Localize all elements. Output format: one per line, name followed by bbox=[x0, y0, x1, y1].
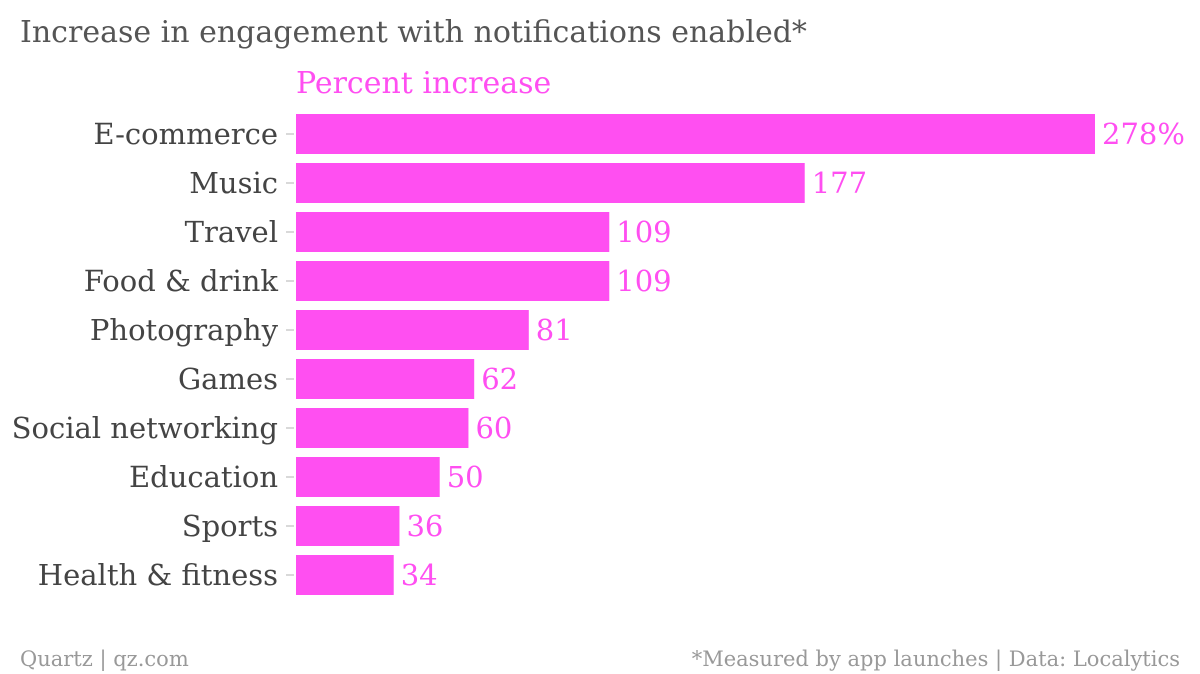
bar bbox=[296, 212, 610, 252]
value-label: 34 bbox=[401, 558, 438, 592]
bar bbox=[296, 114, 1095, 154]
bar bbox=[296, 506, 400, 546]
bar bbox=[296, 555, 394, 595]
value-label: 36 bbox=[406, 509, 443, 543]
footer-source-right: *Measured by app launches | Data: Localy… bbox=[692, 647, 1180, 672]
value-label: 50 bbox=[447, 460, 484, 494]
value-label: 81 bbox=[536, 313, 573, 347]
footer-source-left: Quartz | qz.com bbox=[20, 647, 189, 672]
chart-title: Increase in engagement with notification… bbox=[20, 15, 807, 50]
value-label: 60 bbox=[475, 411, 512, 445]
value-label: 62 bbox=[481, 362, 518, 396]
category-label: Music bbox=[189, 166, 278, 200]
bar bbox=[296, 408, 469, 448]
value-label: 109 bbox=[616, 264, 671, 298]
category-label: Food & drink bbox=[84, 264, 279, 298]
bar bbox=[296, 163, 805, 203]
category-label: Social networking bbox=[12, 411, 278, 445]
category-label: Health & fitness bbox=[38, 558, 278, 592]
bar bbox=[296, 457, 440, 497]
chart-subtitle: Percent increase bbox=[296, 66, 551, 101]
bars-group: E-commerce 278% Music 177 Travel 109 Food & dr… bbox=[12, 114, 1185, 595]
category-label: Sports bbox=[182, 509, 278, 543]
category-label: Photography bbox=[90, 313, 279, 347]
bar bbox=[296, 310, 529, 350]
value-label: 177 bbox=[812, 166, 867, 200]
value-label: 109 bbox=[616, 215, 671, 249]
category-label: Education bbox=[129, 460, 278, 494]
bar bbox=[296, 359, 475, 399]
category-label: E-commerce bbox=[93, 117, 278, 151]
category-label: Travel bbox=[185, 215, 278, 249]
bar bbox=[296, 261, 610, 301]
value-label: 278% bbox=[1102, 117, 1185, 151]
category-label: Games bbox=[178, 362, 278, 396]
